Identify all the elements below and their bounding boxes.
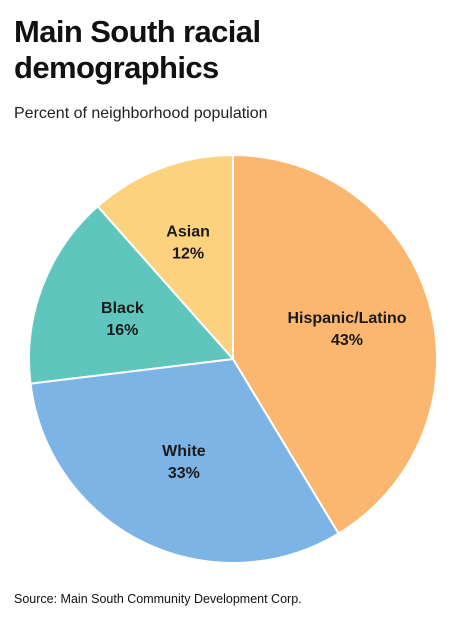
chart-title: Main South racial demographics <box>14 14 261 85</box>
chart-subtitle: Percent of neighborhood population <box>14 105 268 122</box>
slice-value-hispanic-latino: 43% <box>331 332 363 349</box>
chart-source: Source: Main South Community Development… <box>14 592 302 606</box>
pie-slice-hispanic-latino <box>232 154 438 535</box>
slice-value-asian: 12% <box>172 246 204 263</box>
pie-slice-white <box>29 358 340 564</box>
pie-slice-black <box>28 205 234 385</box>
slice-value-black: 16% <box>106 322 138 339</box>
slice-value-white: 33% <box>168 465 200 482</box>
slice-label-hispanic-latino: Hispanic/Latino <box>287 310 406 327</box>
pie-slices <box>28 154 438 564</box>
slice-label-black: Black <box>101 300 144 317</box>
slice-label-asian: Asian <box>166 224 210 241</box>
pie-labels: Hispanic/Latino 43% White 33% Black 16% Asian 1… <box>101 224 407 482</box>
pie-slice-asian <box>96 154 234 360</box>
slice-label-white: White <box>162 443 206 460</box>
